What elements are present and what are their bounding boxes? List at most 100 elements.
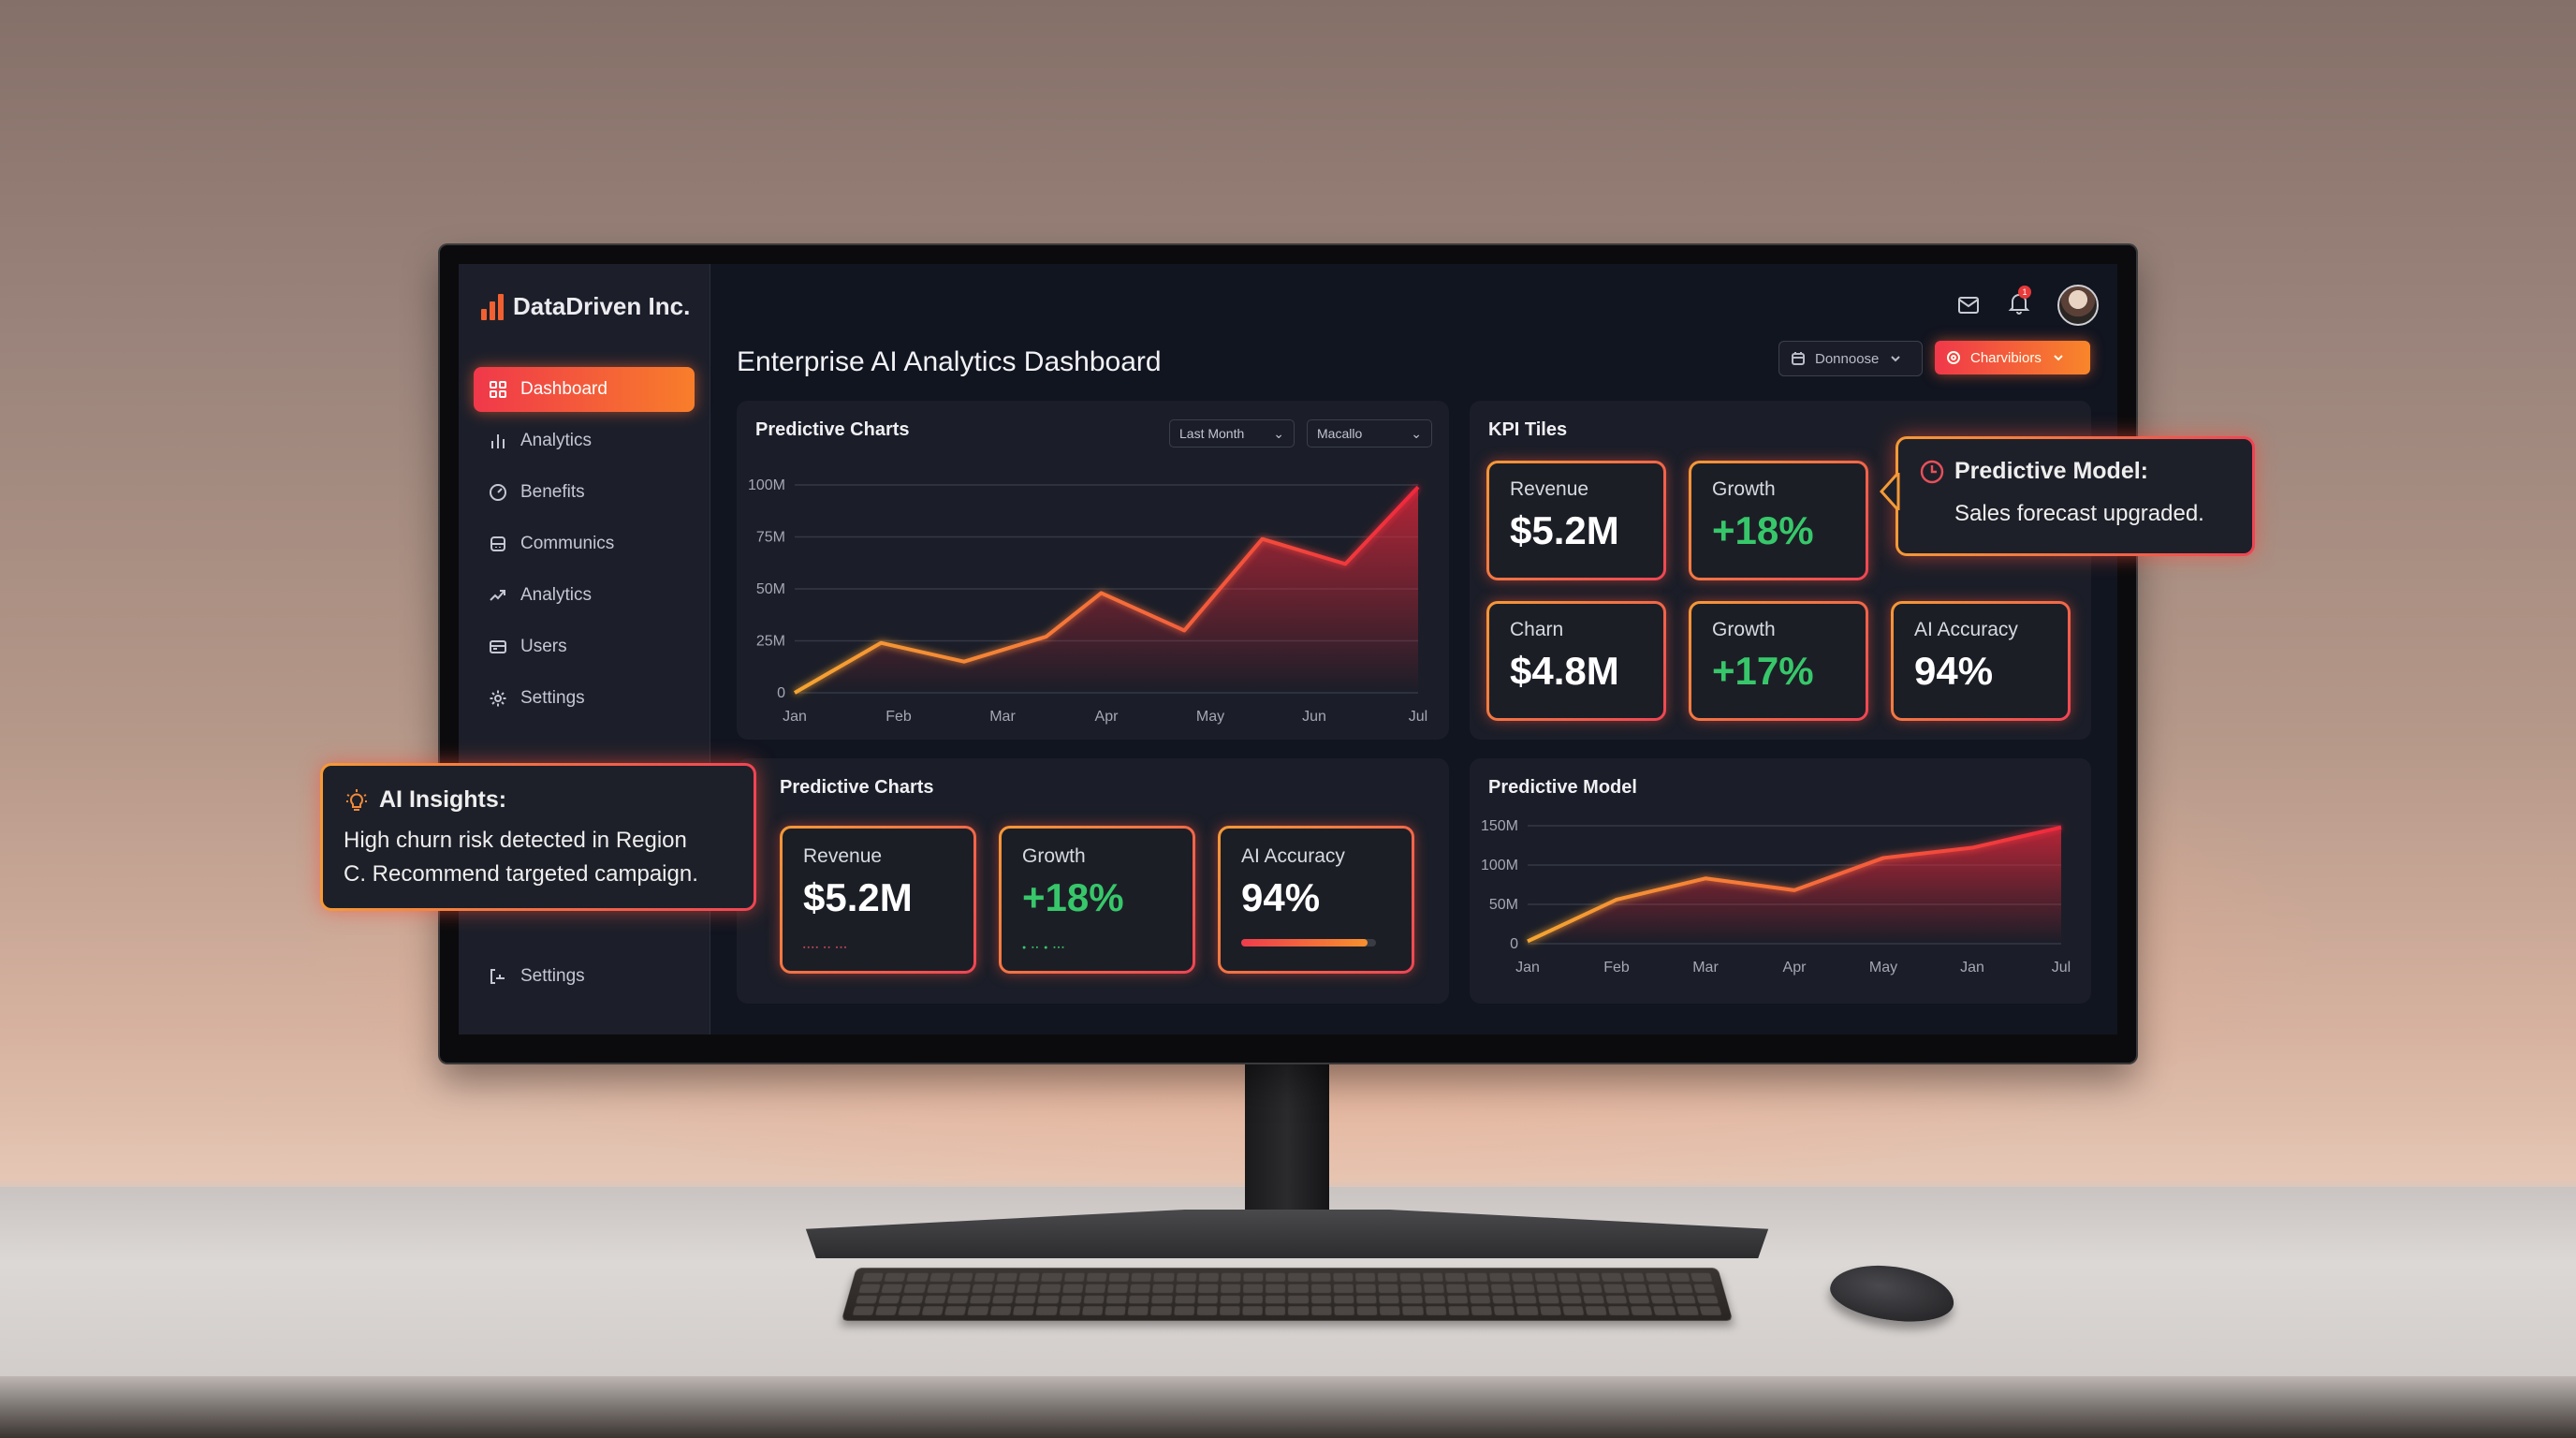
inbox-icon — [490, 536, 505, 551]
dashboard-screen: DataDriven Inc. Dashboard Analytics Bene… — [459, 264, 2117, 1034]
logout-icon — [490, 969, 505, 984]
tile-label: Charn — [1510, 619, 1564, 640]
tile-label: Growth — [1712, 478, 1776, 500]
sidebar-item-label: Users — [520, 637, 567, 656]
svg-text:May: May — [1196, 709, 1224, 725]
tile-value: $5.2M — [803, 875, 913, 919]
avatar[interactable] — [2057, 285, 2099, 326]
tile-growth[interactable]: Growth +18% ● ▪▪ ● ▪▪▪ — [999, 826, 1195, 974]
accuracy-progress-bar — [1241, 939, 1376, 946]
tile-value: +18% — [1712, 508, 1814, 552]
sidebar-item-label: Settings — [520, 688, 585, 708]
svg-text:Jan: Jan — [1960, 960, 1984, 976]
desk-edge — [0, 1376, 2576, 1438]
svg-text:50M: 50M — [1489, 897, 1518, 913]
model-select-value: Macallo — [1317, 426, 1363, 441]
callout-line: C. Recommend targeted campaign. — [344, 861, 698, 887]
page-title: Enterprise AI Analytics Dashboard — [737, 346, 1162, 377]
sidebar-item-analytics[interactable]: Analytics — [474, 418, 695, 463]
sidebar-item-dashboard[interactable]: Dashboard — [474, 367, 695, 412]
predictive-line-chart: 0 25M 50M 75M 100M Jan Feb Mar Apr May Jun Jul — [748, 477, 1427, 725]
monitor-stand-neck — [1245, 1056, 1329, 1215]
lightbulb-icon — [346, 788, 367, 811]
period-select[interactable]: Last Month ⌄ — [1169, 419, 1295, 448]
predictive-model-card: Predictive Model 0 50M 100M 150M Jan Feb Mar Ap… — [1470, 758, 2091, 1004]
period-select-value: Last Month — [1179, 426, 1245, 441]
callout-pointer — [1880, 473, 1900, 510]
tile-label: Growth — [1022, 845, 1086, 867]
callout-line: High churn risk detected in Region — [344, 828, 687, 853]
sidebar-item-settings[interactable]: Settings — [474, 676, 695, 721]
card-title: KPI Tiles — [1488, 419, 1568, 440]
svg-text:Jul: Jul — [1409, 709, 1427, 725]
tile-revenue[interactable]: Revenue $5.2M ▪▪▪▪ ▪▪ ▪▪▪ — [780, 826, 976, 974]
sidebar-item-label: Communics — [520, 534, 615, 553]
svg-text:25M: 25M — [756, 634, 785, 650]
sidebar-nav: Dashboard Analytics Benefits Communics A… — [474, 367, 695, 727]
svg-text:Jan: Jan — [1515, 960, 1540, 976]
tile-value: $5.2M — [1510, 508, 1619, 552]
predictive-model-callout[interactable]: Predictive Model: Sales forecast upgrade… — [1895, 436, 2255, 556]
sidebar-footer-settings[interactable]: Settings — [489, 966, 585, 987]
tile-value: 94% — [1914, 649, 1994, 693]
model-select[interactable]: Macallo ⌄ — [1307, 419, 1432, 448]
notifications-button[interactable]: 1 — [2007, 285, 2031, 320]
sidebar-item-analytics-trend[interactable]: Analytics — [474, 573, 695, 618]
action-dropdown[interactable]: Charvibiors — [1935, 341, 2090, 374]
chevron-down-icon: ⌄ — [1273, 425, 1284, 441]
callout-body: High churn risk detected in Region C. Re… — [344, 824, 698, 891]
svg-text:May: May — [1869, 960, 1897, 976]
accuracy-progress-fill — [1241, 939, 1368, 946]
grid-icon — [490, 381, 506, 398]
svg-text:75M: 75M — [756, 530, 785, 546]
chevron-down-icon: ⌄ — [1411, 425, 1422, 441]
svg-text:100M: 100M — [748, 477, 785, 493]
sidebar-item-label: Benefits — [520, 482, 585, 502]
svg-text:Mar: Mar — [989, 709, 1016, 725]
svg-text:Apr: Apr — [1783, 960, 1808, 976]
tile-label: Revenue — [1510, 478, 1589, 500]
tile-value: +18% — [1022, 875, 1124, 919]
brand[interactable]: DataDriven Inc. — [481, 292, 690, 321]
svg-text:Apr: Apr — [1095, 709, 1120, 725]
callout-body: Sales forecast upgraded. — [1954, 501, 2204, 526]
svg-text:0: 0 — [777, 685, 785, 701]
kpi-tile-churn[interactable]: Charn $4.8M — [1486, 601, 1666, 721]
sidebar-item-users[interactable]: Users — [474, 624, 695, 669]
monitor-bezel: DataDriven Inc. Dashboard Analytics Bene… — [440, 245, 2136, 1063]
date-range-label: Donnoose — [1815, 350, 1880, 367]
gear-icon — [490, 690, 506, 707]
card-title: Predictive Charts — [755, 419, 910, 440]
callout-title: AI Insights: — [379, 786, 507, 813]
sidebar-item-label: Dashboard — [520, 379, 607, 399]
svg-text:Jan: Jan — [783, 709, 807, 725]
tile-value: +17% — [1712, 649, 1814, 693]
kpi-tile-revenue[interactable]: Revenue $5.2M — [1486, 461, 1666, 580]
bar-chart-icon — [491, 434, 505, 448]
tile-ai-accuracy[interactable]: AI Accuracy 94% — [1218, 826, 1414, 974]
id-card-icon — [490, 640, 506, 653]
kpi-tile-growth-2[interactable]: Growth +17% — [1689, 601, 1868, 721]
keyboard — [841, 1268, 1734, 1321]
date-range-dropdown[interactable]: Donnoose — [1778, 341, 1923, 376]
kpi-tile-ai-accuracy[interactable]: AI Accuracy 94% — [1891, 601, 2071, 721]
sidebar: DataDriven Inc. Dashboard Analytics Bene… — [459, 264, 710, 1034]
chevron-down-icon — [1891, 356, 1901, 362]
sidebar-item-label: Analytics — [520, 585, 593, 605]
gauge-icon — [490, 484, 506, 501]
sidebar-footer-label: Settings — [520, 966, 585, 986]
sidebar-item-benefits[interactable]: Benefits — [474, 470, 695, 515]
mail-icon[interactable] — [1956, 293, 1981, 317]
clock-icon — [1920, 460, 1944, 483]
svg-text:0: 0 — [1510, 936, 1518, 952]
svg-text:Jun: Jun — [1302, 709, 1326, 725]
kpi-tile-growth[interactable]: Growth +18% — [1689, 461, 1868, 580]
trend-up-icon — [490, 590, 505, 601]
ai-insights-callout[interactable]: AI Insights: High churn risk detected in… — [320, 763, 756, 911]
svg-text:Jul: Jul — [2052, 960, 2071, 976]
chevron-down-icon — [2054, 355, 2063, 361]
svg-text:100M: 100M — [1481, 858, 1518, 873]
svg-text:Feb: Feb — [886, 709, 912, 725]
callout-title-row: AI Insights: — [344, 786, 506, 814]
sidebar-item-communics[interactable]: Communics — [474, 521, 695, 566]
